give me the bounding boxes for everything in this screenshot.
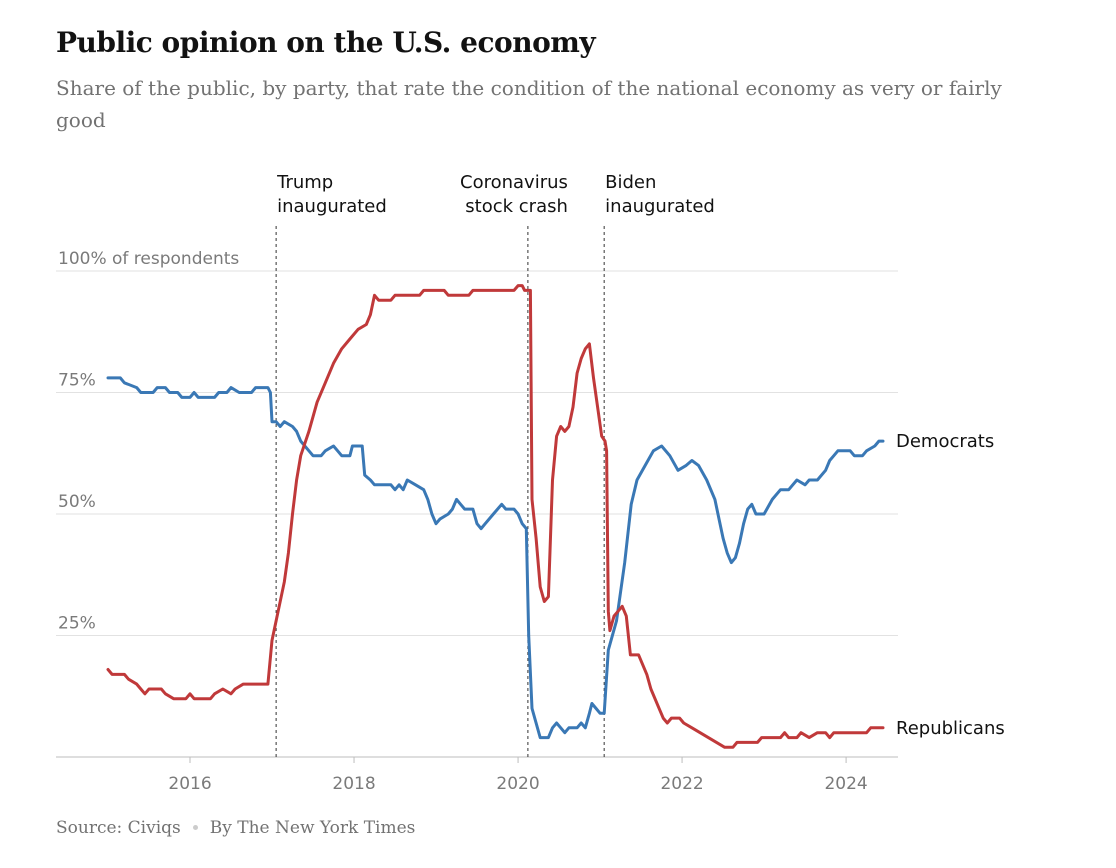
y-tick-label: 75% <box>58 371 96 391</box>
annotation-label: Biden <box>605 172 656 193</box>
democrats-label: Democrats <box>896 431 994 452</box>
y-tick-label: 100% of respondents <box>58 249 239 269</box>
republicans-line <box>106 284 885 749</box>
chart-subtitle: Share of the public, by party, that rate… <box>56 76 1002 132</box>
annotation-label: inaugurated <box>277 196 387 217</box>
event-annotations: Trump inaugurated Coronavirus stock crash Bi… <box>275 172 715 757</box>
annotation-label: Coronavirus <box>460 172 568 193</box>
x-axis: 2016 2018 2020 2022 2024 <box>56 756 898 794</box>
annotation-label: Trump <box>276 172 333 193</box>
annotation-label: stock crash <box>465 196 568 217</box>
y-axis-labels: 25% 50% 75% 100% of respondents <box>58 249 239 634</box>
series-lines <box>106 284 885 749</box>
byline: By The New York Times <box>209 818 416 838</box>
source-credit: Source: Civiqs <box>56 818 181 838</box>
x-tick-label: 2018 <box>332 774 375 794</box>
x-tick-label: 2024 <box>824 774 867 794</box>
separator-dot <box>192 824 198 830</box>
series-end-labels: Democrats Republicans <box>896 431 1005 739</box>
y-tick-label: 50% <box>58 492 96 512</box>
x-tick-label: 2020 <box>496 774 539 794</box>
footer: Source: Civiqs By The New York Times <box>56 818 415 838</box>
x-tick-label: 2022 <box>660 774 703 794</box>
annotation-label: inaugurated <box>605 196 715 217</box>
gridlines <box>56 270 898 636</box>
x-tick-label: 2016 <box>168 774 211 794</box>
chart-title: Public opinion on the U.S. economy <box>56 26 596 59</box>
democrats-line <box>106 376 885 740</box>
republicans-label: Republicans <box>896 718 1005 739</box>
y-tick-label: 25% <box>58 614 96 634</box>
